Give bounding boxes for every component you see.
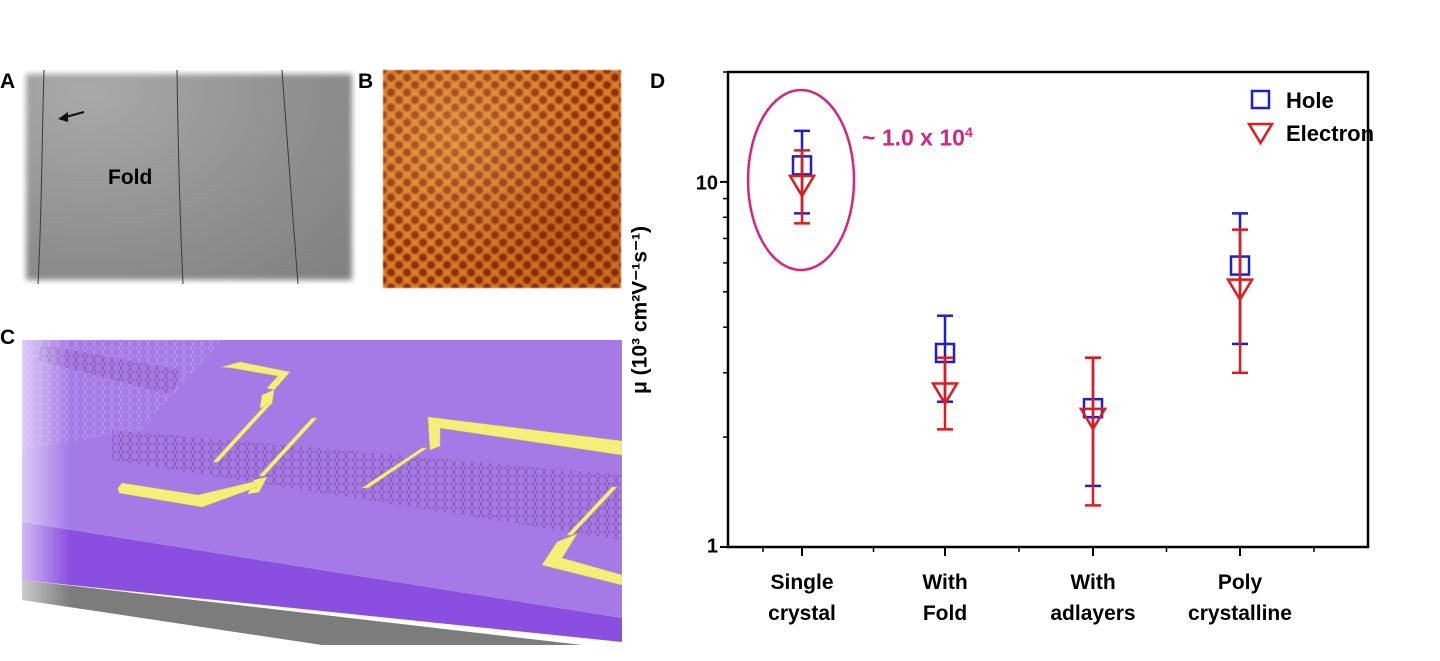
electron-marker — [1225, 278, 1255, 303]
mobility-annotation: ~ 1.0 x 104 — [862, 124, 973, 152]
x-category-single-crystal: Single crystal — [768, 567, 836, 629]
category-line1: With — [922, 571, 968, 594]
panel-b-stm-lattice-image — [383, 70, 621, 288]
panel-a-sem-image: Fold — [22, 70, 356, 284]
panel-c-device-illustration — [22, 300, 622, 645]
annotation-superscript: 4 — [964, 124, 973, 140]
annotation-text: ~ 1.0 x 10 — [862, 124, 965, 151]
panel-a-label: A — [0, 70, 16, 93]
category-line1: Poly — [1217, 571, 1263, 594]
category-line2: Fold — [922, 602, 968, 625]
category-line2: crystalline — [1188, 602, 1292, 625]
fold-lines — [37, 70, 299, 284]
legend-electron-label: Electron — [1286, 121, 1375, 146]
y-tick-label-10: 10 — [695, 172, 718, 195]
electron-marker — [1078, 407, 1108, 432]
category-line1: Single — [770, 571, 834, 594]
fold-label: Fold — [108, 166, 153, 189]
x-category-with-adlayers: With adlayers — [1050, 567, 1135, 629]
electron-marker — [787, 174, 817, 199]
category-line1: With — [1070, 571, 1116, 594]
legend-electron-marker — [1246, 122, 1275, 146]
x-category-polycrystalline: Poly crystalline — [1188, 567, 1292, 629]
panel-d-label: D — [650, 70, 666, 93]
panel-c-label: C — [0, 326, 16, 349]
panel-b-label: B — [358, 70, 374, 93]
legend-hole-marker — [1250, 89, 1271, 110]
y-tick-label-1: 1 — [706, 535, 718, 558]
legend-hole-label: Hole — [1286, 88, 1334, 113]
electron-marker — [930, 382, 960, 406]
category-line2: crystal — [768, 602, 836, 625]
highlight-ellipse — [746, 88, 856, 272]
x-category-with-fold: With Fold — [922, 567, 967, 629]
plot-frame — [726, 70, 1370, 549]
category-line2: adlayers — [1050, 602, 1136, 625]
